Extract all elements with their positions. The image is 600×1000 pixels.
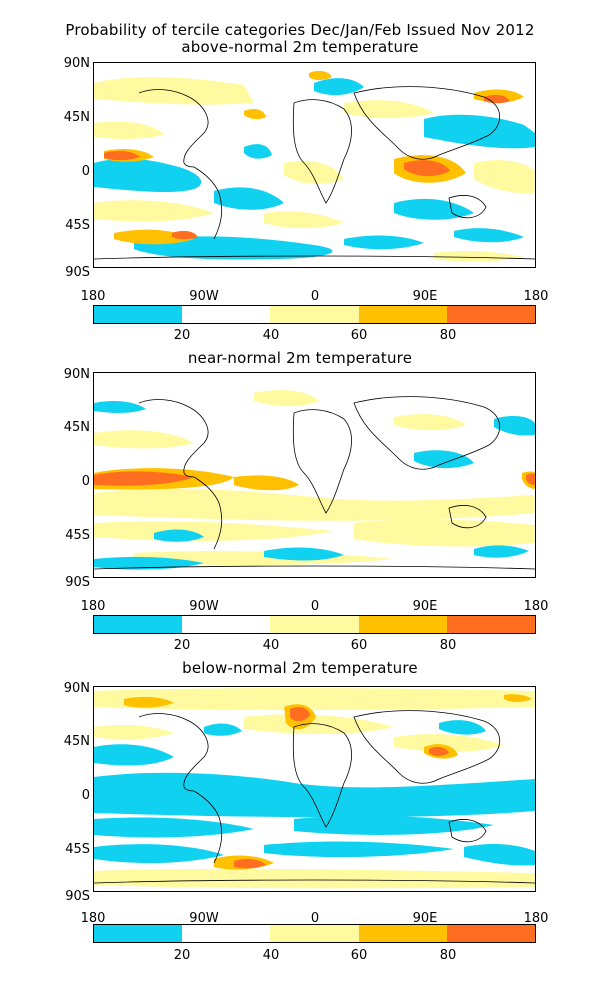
lat-label-45n: 45N <box>63 110 90 125</box>
lat-label-eq: 0 <box>81 788 90 803</box>
lat-label-90s: 90S <box>65 575 90 590</box>
colorbar-below <box>93 924 536 943</box>
lon-label-180e: 180 <box>523 289 549 304</box>
red-orange-areas <box>234 707 449 869</box>
colorbar-label-20: 20 <box>173 328 191 343</box>
map-near-normal <box>93 372 536 578</box>
lat-label-45s: 45S <box>65 842 90 857</box>
panel-title-near: near-normal 2m temperature <box>187 349 413 367</box>
lon-label-180e: 180 <box>523 911 549 926</box>
coastlines <box>94 86 535 260</box>
lon-label-0: 0 <box>310 599 320 614</box>
lat-label-45s: 45S <box>65 528 90 543</box>
colorbar-label-20: 20 <box>173 638 191 653</box>
colorbar-label-40: 40 <box>262 948 280 963</box>
lat-label-90s: 90S <box>65 265 90 280</box>
lat-label-eq: 0 <box>81 164 90 179</box>
coastlines <box>94 396 535 570</box>
cyan-areas <box>94 401 535 570</box>
lat-label-90s: 90S <box>65 889 90 904</box>
colorbar-label-80: 80 <box>439 638 457 653</box>
pale-yellow-areas <box>94 688 535 889</box>
lon-label-180w: 180 <box>80 599 106 614</box>
map-above-normal <box>93 62 536 268</box>
lat-label-45n: 45N <box>63 420 90 435</box>
lat-label-45n: 45N <box>63 734 90 749</box>
lon-label-180e: 180 <box>523 599 549 614</box>
map-below-normal <box>93 686 536 892</box>
figure-title: Probability of tercile categories Dec/Ja… <box>65 21 535 39</box>
panel-title-below: below-normal 2m temperature <box>182 659 418 677</box>
lat-label-90n: 90N <box>63 681 90 696</box>
colorbar-above <box>93 305 536 324</box>
lat-label-eq: 0 <box>81 474 90 489</box>
panel-title-above: above-normal 2m temperature <box>181 38 419 56</box>
red-orange-areas <box>104 94 510 240</box>
lon-label-90e: 90E <box>412 289 438 304</box>
colorbar-label-80: 80 <box>439 948 457 963</box>
colorbar-label-40: 40 <box>262 638 280 653</box>
lon-label-90w: 90W <box>189 599 219 614</box>
pale-yellow-areas <box>94 77 535 262</box>
lon-label-90e: 90E <box>412 911 438 926</box>
coastlines <box>94 710 535 884</box>
colorbar-near <box>93 615 536 634</box>
lon-label-0: 0 <box>310 911 320 926</box>
colorbar-label-60: 60 <box>350 328 368 343</box>
colorbar-label-80: 80 <box>439 328 457 343</box>
colorbar-label-20: 20 <box>173 948 191 963</box>
pale-yellow-areas <box>94 390 535 566</box>
lon-label-180w: 180 <box>80 911 106 926</box>
colorbar-label-60: 60 <box>350 948 368 963</box>
lon-label-0: 0 <box>310 289 320 304</box>
lon-label-90w: 90W <box>189 911 219 926</box>
lat-label-90n: 90N <box>63 367 90 382</box>
cyan-areas <box>94 720 535 866</box>
colorbar-label-40: 40 <box>262 328 280 343</box>
red-orange-areas <box>94 471 535 486</box>
colorbar-label-60: 60 <box>350 638 368 653</box>
lon-label-180w: 180 <box>80 289 106 304</box>
cyan-areas <box>94 78 535 260</box>
lat-label-45s: 45S <box>65 218 90 233</box>
lon-label-90e: 90E <box>412 599 438 614</box>
lat-label-90n: 90N <box>63 56 90 71</box>
lon-label-90w: 90W <box>189 289 219 304</box>
